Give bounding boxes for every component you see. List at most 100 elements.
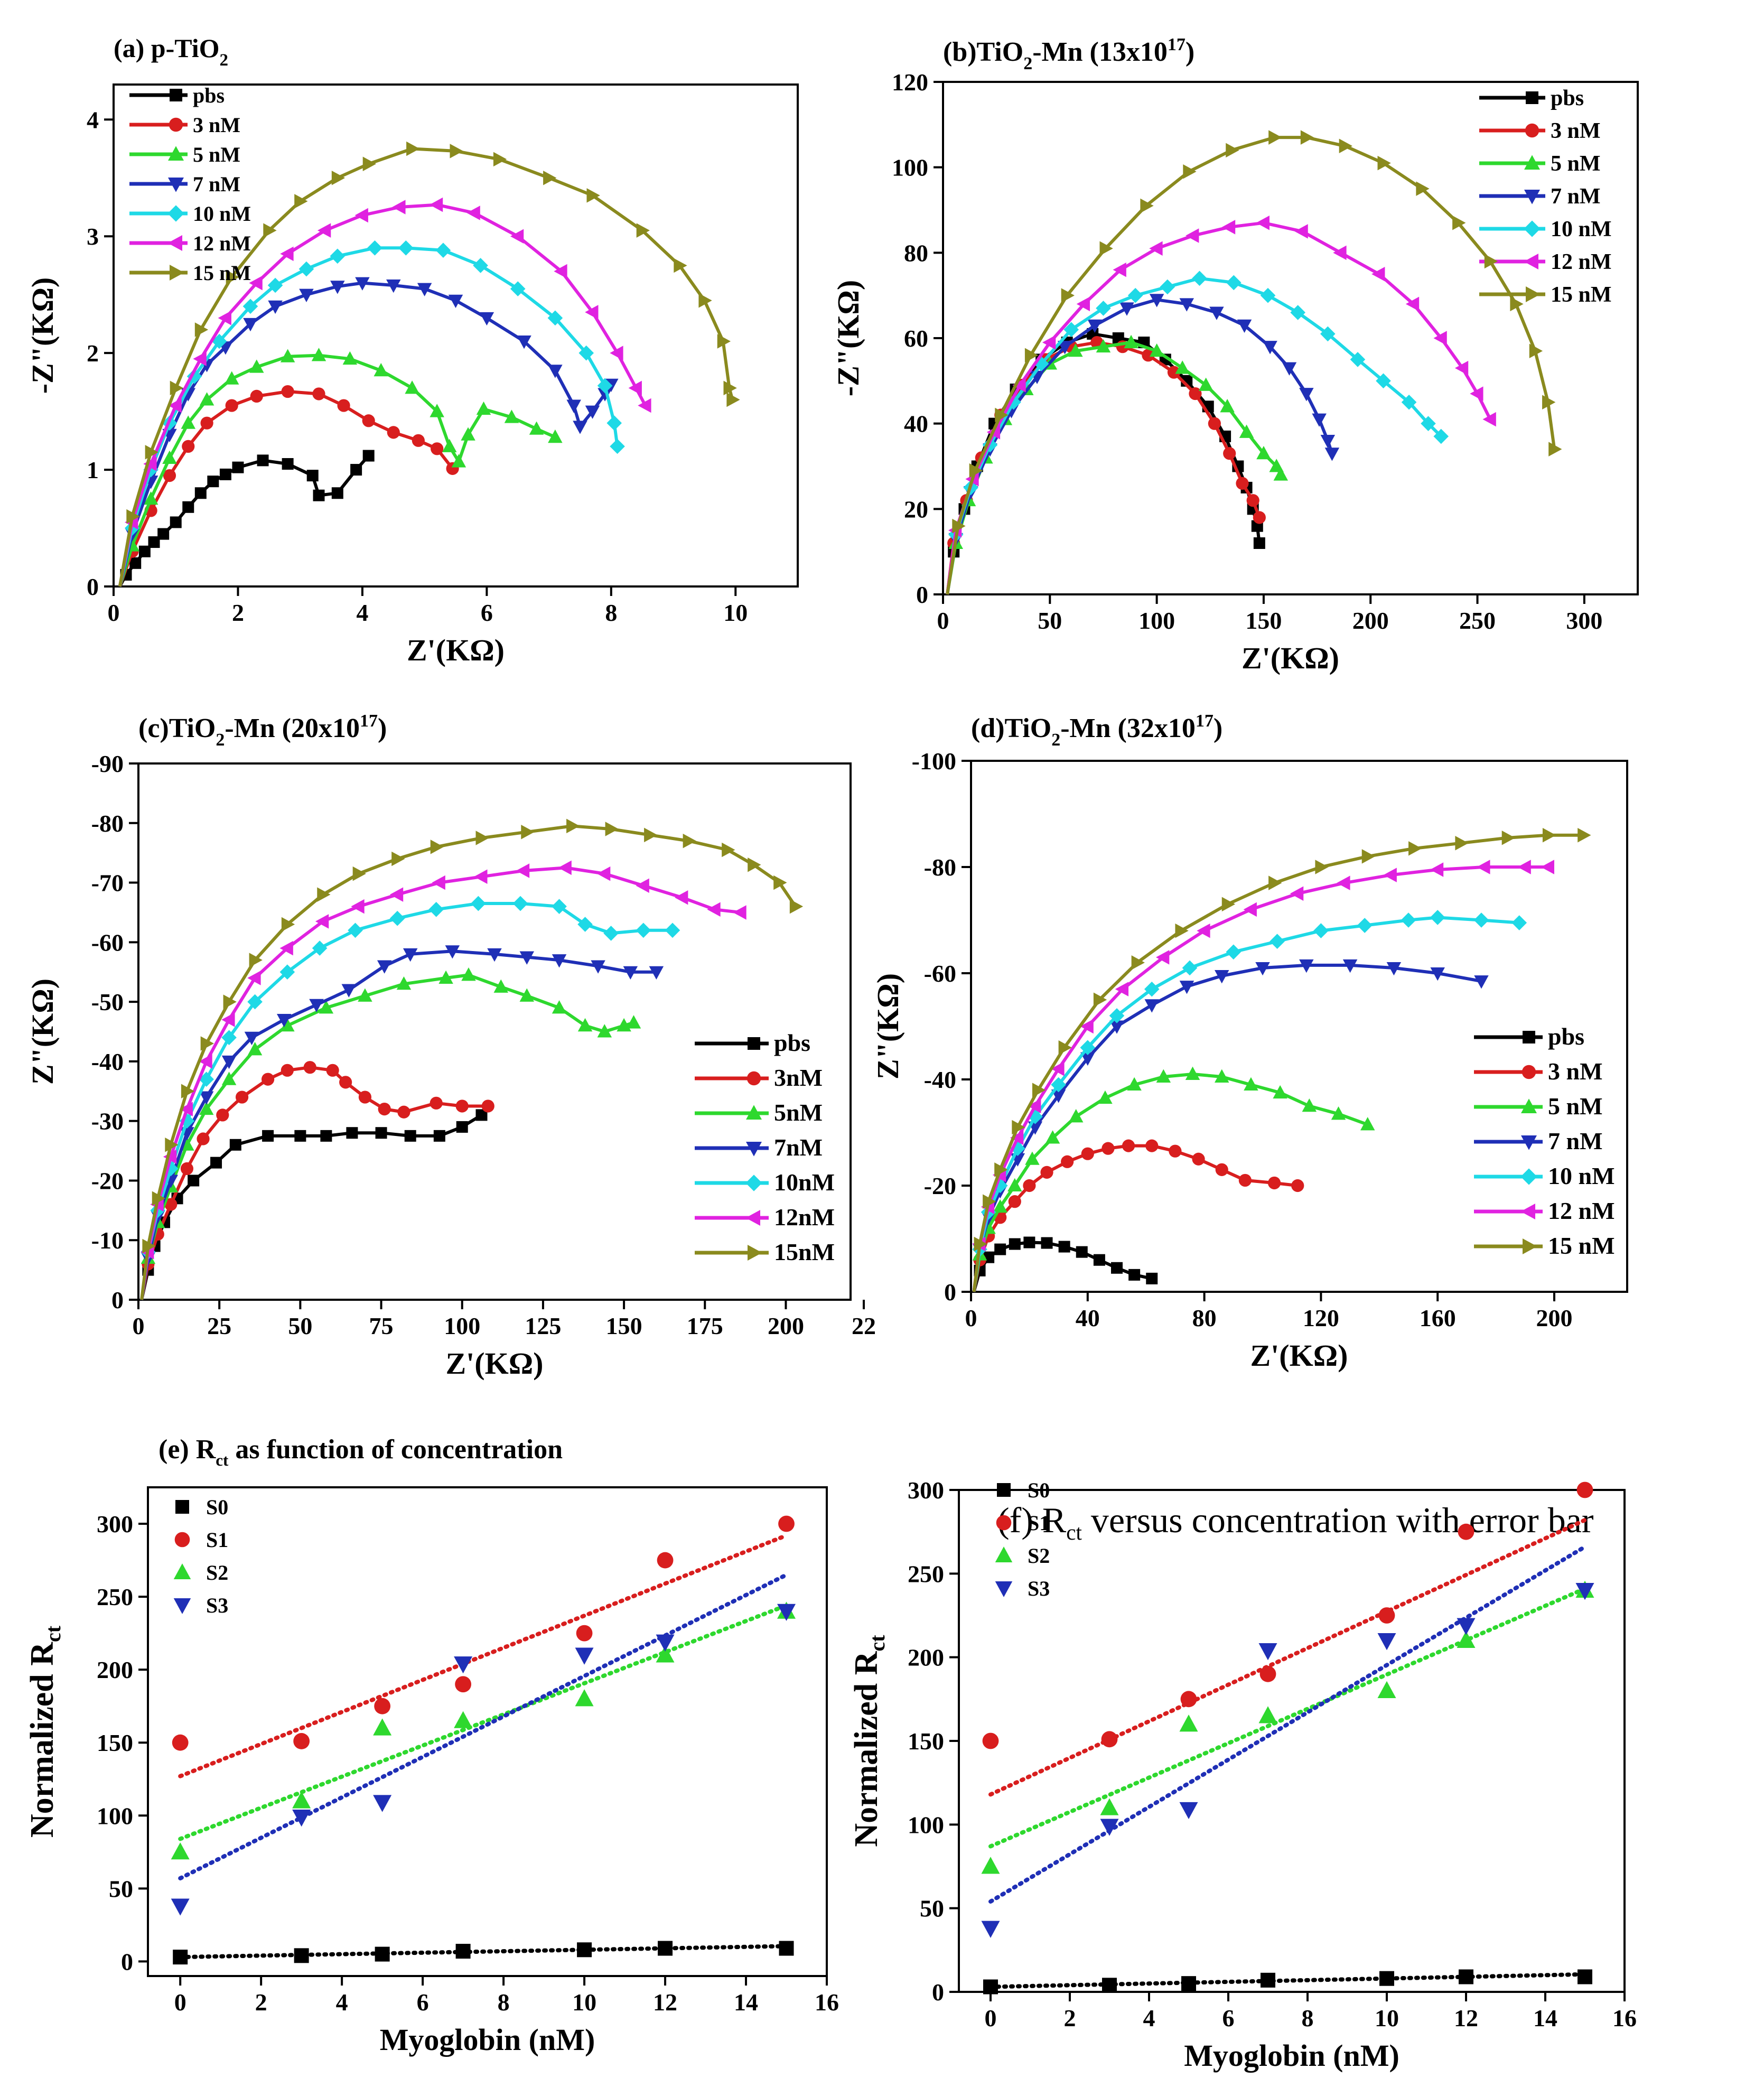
data-point — [683, 833, 696, 849]
data-point — [1023, 1179, 1036, 1192]
data-point — [1541, 860, 1554, 874]
data-point — [430, 404, 444, 417]
series-3nM: 3nM — [140, 1061, 823, 1300]
data-point — [280, 246, 294, 262]
data-point — [573, 421, 587, 434]
legend-marker — [1524, 155, 1540, 170]
data-point — [773, 875, 787, 890]
data-point — [577, 917, 593, 932]
x-tick-label: 22 — [852, 1312, 876, 1339]
data-point — [1167, 366, 1181, 379]
data-point — [1024, 348, 1039, 363]
legend-marker — [1520, 1168, 1537, 1185]
legend-label: 15 nM — [1551, 283, 1612, 307]
data-point — [1244, 1077, 1258, 1091]
legend-label: 5 nM — [1551, 152, 1601, 176]
data-point — [995, 407, 1009, 423]
x-tick-label: 4 — [336, 1989, 348, 2016]
data-point — [1237, 319, 1252, 333]
data-point — [219, 468, 231, 480]
data-point — [165, 1138, 179, 1152]
data-point — [279, 964, 295, 980]
x-tick-label: 6 — [417, 1989, 429, 2016]
data-point — [1128, 1269, 1141, 1281]
data-point — [1012, 1120, 1025, 1135]
legend-label: S1 — [1028, 1511, 1050, 1535]
legend-marker — [1526, 91, 1538, 104]
legend-marker — [169, 117, 183, 132]
data-point — [1258, 1643, 1277, 1661]
data-point — [779, 1941, 794, 1956]
legend-marker — [168, 178, 184, 192]
data-point — [148, 536, 160, 548]
data-point — [199, 392, 214, 406]
data-point — [392, 200, 406, 215]
y-tick-label: 80 — [904, 239, 928, 266]
data-point — [164, 1198, 178, 1211]
y-axis-label: Z"(KΩ) — [871, 973, 905, 1079]
data-point — [1182, 960, 1198, 976]
data-point — [171, 1842, 190, 1860]
data-point — [1180, 1691, 1197, 1708]
data-point — [331, 170, 346, 185]
y-tick-label: 250 — [908, 1560, 944, 1587]
data-point — [1226, 143, 1239, 158]
chart-title: (e) Rct as function of concentration — [158, 1434, 563, 1469]
series-S0: S0 — [173, 1495, 794, 1965]
data-point — [657, 1552, 674, 1569]
data-point — [1350, 352, 1366, 367]
data-point — [1068, 1109, 1084, 1123]
legend-marker — [173, 1563, 191, 1579]
data-point — [1142, 349, 1155, 362]
data-point — [294, 194, 308, 209]
x-tick-label: 160 — [1420, 1304, 1456, 1331]
data-point — [280, 1018, 295, 1032]
data-point — [386, 279, 401, 293]
data-point — [1179, 1802, 1198, 1820]
legend-marker — [746, 1105, 762, 1120]
data-point — [1192, 271, 1207, 286]
data-point — [548, 365, 563, 378]
data-point — [649, 966, 664, 980]
data-point — [152, 1191, 166, 1206]
data-point — [247, 971, 261, 985]
legend-label: 12 nM — [1548, 1197, 1615, 1224]
data-point — [129, 557, 142, 569]
data-point — [591, 960, 605, 974]
data-point — [312, 387, 325, 400]
legend-marker — [1526, 286, 1541, 302]
data-point — [1238, 1173, 1252, 1187]
data-point — [1470, 386, 1483, 401]
plot-frame — [137, 762, 852, 1301]
data-point — [1189, 387, 1202, 400]
data-point — [126, 509, 140, 524]
x-tick-label: 2 — [1064, 2005, 1076, 2032]
data-point — [585, 405, 600, 419]
data-point — [566, 399, 581, 413]
data-point — [432, 875, 445, 890]
series-pbs: pbs — [118, 83, 375, 588]
data-point — [163, 469, 176, 482]
y-tick-label: -100 — [912, 748, 956, 775]
series-7nM: 7 nM — [946, 184, 1601, 595]
series-3nM: 3 nM — [118, 113, 459, 588]
data-point — [578, 345, 594, 361]
data-point — [598, 388, 612, 402]
data-point — [1361, 849, 1376, 864]
legend-marker — [995, 1581, 1013, 1597]
data-point — [1058, 1241, 1070, 1253]
data-point — [1221, 220, 1236, 235]
data-point — [279, 940, 293, 956]
data-point — [1208, 417, 1221, 430]
series-line — [972, 833, 1584, 1292]
series-5nM: 5 nM — [118, 143, 563, 587]
data-point — [262, 1130, 274, 1142]
data-point — [610, 346, 623, 360]
legend-marker — [168, 146, 184, 161]
data-point — [1268, 875, 1282, 890]
plot-frame — [113, 83, 799, 588]
data-point — [292, 1810, 311, 1827]
legend-label: 3 nM — [1551, 119, 1601, 143]
data-point — [143, 491, 158, 505]
y-axis-label: Normalized Rct — [24, 1625, 65, 1838]
